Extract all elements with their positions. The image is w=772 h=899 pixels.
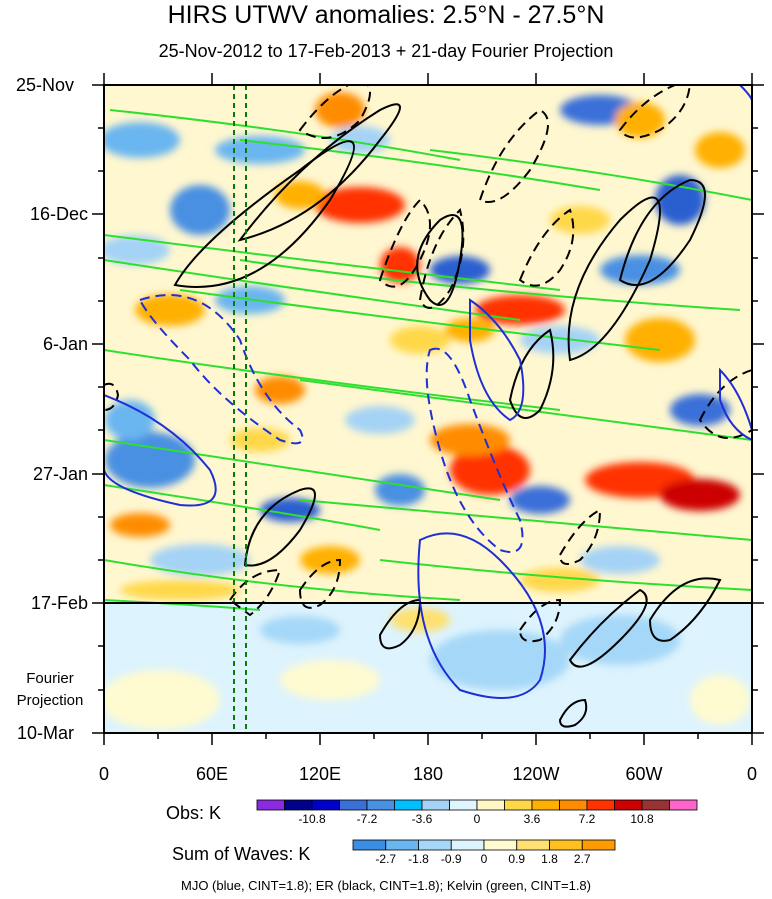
reference-lines xyxy=(233,85,247,733)
x-axis-ticks xyxy=(103,73,753,745)
colorbar-swatch xyxy=(483,839,518,851)
x-tick-label: 60W xyxy=(625,764,663,784)
obs-colorbar-title: Obs: K xyxy=(166,803,222,823)
colorbar-swatch xyxy=(311,799,340,811)
y-tick-label: 10-Mar xyxy=(16,723,74,743)
projection-label-line1: Fourier xyxy=(26,670,74,687)
waves-colorbar-title: Sum of Waves: K xyxy=(172,844,311,864)
colorbar-swatch xyxy=(284,799,313,811)
y-tick-label: 17-Feb xyxy=(30,593,88,613)
colorbar-swatch xyxy=(586,799,615,811)
y-tick-label: 27-Jan xyxy=(32,464,88,484)
projection-label-line2: Projection xyxy=(16,692,84,709)
y-tick-label: 16-Dec xyxy=(29,204,88,224)
er-contours xyxy=(173,103,722,728)
colorbar-swatch xyxy=(641,799,670,811)
colorbar-swatch xyxy=(339,799,368,811)
colorbar-swatch xyxy=(504,799,533,811)
colorbar-swatch xyxy=(559,799,588,811)
x-tick-label: 180 xyxy=(412,764,444,784)
projection-label: Fourier Projection xyxy=(6,668,94,712)
wave-contours xyxy=(104,85,752,728)
colorbar-swatch xyxy=(669,799,698,811)
colorbar-swatch xyxy=(450,839,485,851)
colorbar-label: -10.8 xyxy=(298,812,326,826)
colorbar-label: -1.8 xyxy=(408,852,429,866)
y-tick-label: 6-Jan xyxy=(42,334,88,354)
obs-colorbar xyxy=(256,799,698,811)
colorbar-label: 3.6 xyxy=(523,812,541,826)
colorbar-swatch xyxy=(614,799,643,811)
colorbar-label: -3.6 xyxy=(411,812,433,826)
colorbar-swatch xyxy=(449,799,478,811)
colorbar-label: 0.9 xyxy=(508,852,526,866)
colorbar-swatch xyxy=(549,839,583,851)
mjo-contours-negative xyxy=(138,294,524,553)
colorbar-label: 1.8 xyxy=(541,852,558,866)
colorbar-swatch xyxy=(581,839,616,851)
colorbar-swatch xyxy=(516,839,550,851)
colorbar-label: -0.9 xyxy=(440,852,462,866)
kelvin-contours xyxy=(104,109,752,611)
y-tick-label: 25-Nov xyxy=(15,75,74,95)
colorbar-label: 0 xyxy=(473,812,481,826)
colorbar-swatch xyxy=(394,799,423,811)
waves-colorbar xyxy=(352,839,616,851)
x-tick-label: 0 xyxy=(746,764,757,784)
projection-heatmap xyxy=(104,603,752,733)
colorbar-swatch xyxy=(531,799,560,811)
x-tick-label: 0 xyxy=(98,764,109,784)
colorbar-swatch xyxy=(476,799,505,811)
colorbar-label: 10.8 xyxy=(630,812,654,826)
chart-title: HIRS UTWV anomalies: 2.5°N - 27.5°N xyxy=(167,1,605,29)
er-contours-negative xyxy=(104,85,752,643)
colorbar-swatch xyxy=(418,839,452,851)
colorbar-swatch xyxy=(352,839,387,851)
colorbar-label: 2.7 xyxy=(573,852,591,866)
x-tick-label: 60E xyxy=(195,764,229,784)
y-axis-ticks xyxy=(92,84,764,734)
colorbar-label: -7.2 xyxy=(356,812,378,826)
chart-subtitle: 25-Nov-2012 to 17-Feb-2013 + 21-day Four… xyxy=(158,41,614,61)
colorbar-swatch xyxy=(385,839,419,851)
colorbar-swatch xyxy=(256,799,285,811)
x-tick-label: 120W xyxy=(512,764,560,784)
colorbar-label: 7.2 xyxy=(578,812,596,826)
colorbar-label: -2.7 xyxy=(375,852,397,866)
legend-footer: MJO (blue, CINT=1.8); ER (black, CINT=1.… xyxy=(181,878,591,893)
colorbar-label: 0 xyxy=(480,852,488,866)
x-tick-label: 120E xyxy=(298,764,342,784)
colorbar-swatch xyxy=(421,799,450,811)
colorbar-swatch xyxy=(366,799,395,811)
mjo-contours xyxy=(104,85,752,699)
